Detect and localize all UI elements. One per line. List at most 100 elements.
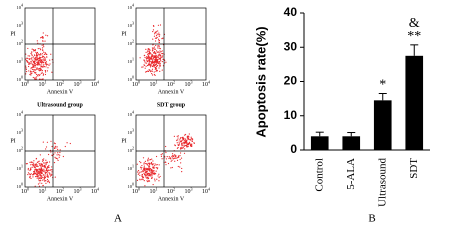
cytometry-event — [154, 64, 157, 66]
cytometry-event — [165, 158, 167, 160]
tick-label: 102 — [17, 145, 24, 153]
cytometry-event — [54, 156, 56, 158]
cytometry-event — [151, 74, 154, 76]
cytometry-event — [46, 174, 49, 176]
plot-title: SDT group — [157, 102, 186, 108]
cytometry-event — [144, 60, 146, 62]
cytometry-event — [43, 162, 45, 164]
cytometry-event — [41, 36, 43, 38]
cytometry-event — [34, 50, 36, 52]
cytometry-event — [145, 174, 147, 176]
cytometry-event — [158, 173, 160, 175]
cytometry-event — [46, 181, 49, 183]
cytometry-event — [157, 175, 159, 177]
bar — [310, 136, 329, 150]
cytometry-event — [178, 143, 180, 145]
cytometry-event — [186, 143, 188, 145]
cytometry-event — [49, 172, 51, 175]
cytometry-event — [47, 175, 49, 177]
tick-base: 10 — [17, 130, 22, 135]
cytometry-event — [41, 47, 44, 49]
cytometry-event — [152, 58, 155, 60]
tick-label: 101 — [150, 79, 158, 88]
cytometry-event — [148, 60, 150, 62]
tick-base: 10 — [17, 59, 22, 64]
cytometry-event — [149, 159, 152, 161]
cytometry-event — [29, 70, 32, 72]
x-tick-label: SDT — [408, 158, 420, 179]
cytometry-event — [179, 155, 181, 157]
cytometry-event — [158, 55, 160, 57]
cytometry-event — [46, 178, 49, 181]
tick-exponent: 2 — [62, 79, 64, 84]
cytometry-event — [174, 160, 176, 162]
cytometry-event — [165, 61, 167, 63]
tick-label: 100 — [132, 79, 140, 88]
cytometry-event — [154, 74, 156, 76]
cytometry-event — [49, 161, 51, 163]
tick-label: 104 — [91, 186, 99, 195]
tick-exponent: 3 — [191, 186, 193, 191]
cytometry-event — [33, 50, 35, 52]
cytometry-event — [32, 176, 34, 178]
cytometry-event — [31, 72, 33, 74]
cytometry-event — [44, 52, 46, 54]
cytometry-event — [147, 157, 149, 159]
cytometry-event — [147, 70, 150, 73]
cytometry-event — [171, 159, 173, 161]
tick-base: 10 — [128, 59, 133, 64]
cytometry-event — [147, 64, 150, 66]
cytometry-event — [25, 67, 27, 69]
cytometry-event — [36, 40, 38, 42]
tick-exponent: 2 — [21, 145, 23, 150]
cytometry-event — [39, 54, 41, 56]
cytometry-event — [40, 177, 42, 179]
cytometry-event — [154, 40, 157, 42]
cytometry-event — [139, 171, 141, 173]
cytometry-event — [150, 169, 152, 171]
cytometry-event — [155, 56, 157, 59]
tick-exponent: 3 — [80, 79, 82, 84]
cytometry-event — [158, 35, 160, 37]
cytometry-event — [48, 169, 50, 171]
cytometry-event — [38, 62, 40, 65]
cytometry-event — [37, 42, 39, 44]
cytometry-event — [152, 160, 154, 162]
cytometry-event — [155, 173, 157, 175]
cytometry-event — [161, 60, 163, 63]
cytometry-event — [150, 63, 152, 65]
cytometry-event — [41, 70, 43, 72]
tick-base: 10 — [167, 189, 173, 195]
cytometry-event — [147, 56, 149, 58]
tick-base: 10 — [17, 166, 22, 171]
tick-label: 100 — [132, 186, 140, 195]
cytometry-event — [148, 166, 150, 168]
cytometry-event — [51, 169, 53, 171]
cytometry-event — [161, 158, 163, 160]
cytometry-event — [147, 169, 150, 171]
y-axis-label: PI — [10, 138, 15, 144]
cytometry-event — [180, 147, 182, 149]
cytometry-event — [50, 53, 52, 55]
cytometry-event — [179, 158, 181, 161]
cytometry-event — [38, 179, 40, 182]
tick-exponent: 3 — [80, 186, 82, 191]
cytometry-event — [39, 69, 41, 71]
cytometry-event — [42, 65, 44, 67]
cytometry-event — [54, 152, 56, 154]
cytometry-event — [146, 170, 148, 172]
cytometry-event — [35, 164, 37, 166]
cytometry-event — [36, 165, 38, 167]
tick-label: 101 — [128, 56, 135, 64]
cytometry-event — [157, 47, 159, 49]
cytometry-event — [154, 37, 157, 39]
cytometry-event — [144, 175, 146, 177]
cytometry-event — [183, 143, 185, 145]
cytometry-event — [42, 74, 44, 76]
bar — [373, 100, 392, 150]
cytometry-event — [28, 63, 30, 65]
cytometry-event — [155, 50, 158, 52]
cytometry-event — [51, 171, 53, 173]
cytometry-event — [38, 59, 40, 61]
cytometry-event — [38, 160, 40, 162]
